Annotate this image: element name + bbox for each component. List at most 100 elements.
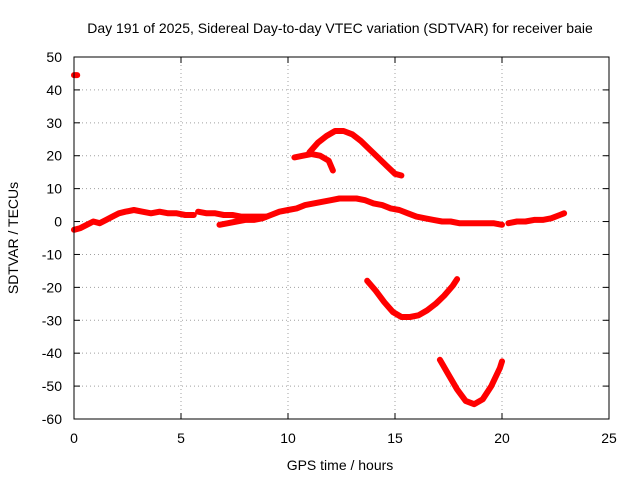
data-point — [345, 196, 351, 201]
data-point — [97, 220, 103, 226]
data-point — [488, 383, 494, 389]
data-point — [446, 372, 451, 378]
data-point — [383, 163, 389, 169]
data-point — [326, 158, 332, 164]
data-point — [362, 197, 368, 203]
data-point — [349, 131, 355, 137]
data-point — [398, 173, 404, 178]
data-point — [437, 357, 443, 363]
data-point — [77, 225, 83, 231]
data-point — [450, 283, 456, 289]
data-point — [448, 219, 454, 224]
data-point — [540, 217, 546, 223]
data-point — [396, 207, 402, 213]
data-point — [379, 202, 385, 208]
data-point — [424, 307, 430, 313]
data-point — [433, 301, 439, 307]
data-point — [388, 205, 394, 211]
data-point — [407, 314, 413, 320]
data-point — [234, 219, 240, 224]
data-point — [471, 401, 477, 407]
x-tick-label: 15 — [387, 430, 403, 446]
data-point — [422, 215, 428, 221]
data-point — [221, 212, 227, 218]
data-point — [291, 154, 297, 160]
series-arc-lower-u — [364, 276, 461, 320]
chart-title: Day 191 of 2025, Sidereal Day-to-day VTE… — [87, 20, 593, 36]
y-tick-label: 10 — [46, 181, 62, 197]
data-point — [456, 220, 462, 226]
data-point — [229, 212, 235, 218]
data-point — [157, 209, 163, 215]
x-axis-label: GPS time / hours — [287, 457, 394, 473]
data-point — [328, 197, 334, 203]
y-axis-label: SDTVAR / TECUs — [5, 182, 21, 294]
y-tick-label: 40 — [46, 82, 62, 98]
y-tick-label: -30 — [42, 312, 62, 328]
y-tick-label: -10 — [42, 246, 62, 262]
data-point — [381, 299, 387, 305]
data-point — [523, 219, 528, 224]
data-point — [416, 312, 421, 318]
x-tick-label: 10 — [280, 430, 296, 446]
x-tick-labels: 0 5 10 15 20 25 — [70, 430, 617, 446]
data-point — [276, 209, 282, 215]
data-point — [548, 215, 554, 221]
data-point — [390, 309, 396, 315]
data-point — [413, 214, 419, 220]
x-tick-label: 25 — [601, 430, 617, 446]
data-point — [182, 212, 188, 218]
grid-lines — [74, 57, 609, 419]
data-point — [490, 220, 496, 226]
data-point — [204, 210, 210, 216]
data-point — [165, 210, 171, 216]
y-tick-label: 50 — [46, 49, 62, 65]
data-point — [454, 276, 460, 282]
data-point — [90, 219, 96, 224]
plot-frame — [73, 56, 610, 420]
x-tick-label: 5 — [177, 430, 185, 446]
data-point — [74, 72, 80, 78]
data-point — [505, 220, 511, 226]
data-point — [341, 128, 347, 134]
data-point — [251, 217, 257, 223]
y-tick-labels: -60 -50 -40 -30 -20 -10 0 10 20 30 40 50 — [42, 49, 62, 427]
data-point — [285, 207, 291, 213]
data-point — [561, 210, 567, 216]
data-point — [103, 217, 109, 223]
data-point — [358, 138, 364, 144]
data-point — [110, 214, 115, 220]
series-arc-main-mid-b — [216, 195, 505, 228]
y-tick-label: 0 — [54, 214, 62, 230]
data-point — [373, 288, 379, 294]
data-point — [84, 222, 90, 228]
data-point — [212, 210, 218, 216]
data-point — [454, 386, 460, 392]
data-point — [311, 200, 317, 206]
data-point — [324, 133, 329, 139]
data-point — [242, 217, 248, 223]
data-point — [364, 278, 370, 284]
series-arc-lower-v — [436, 356, 505, 408]
data-point — [371, 200, 377, 206]
data-point — [480, 396, 486, 402]
data-point — [441, 293, 447, 299]
data-point — [174, 210, 180, 216]
data-point — [259, 215, 265, 221]
y-tick-label: -40 — [42, 345, 62, 361]
data-point — [497, 365, 503, 371]
data-point — [499, 222, 505, 228]
data-point — [302, 202, 308, 208]
data-point — [431, 217, 436, 223]
data-point — [315, 140, 321, 146]
data-point — [268, 212, 274, 218]
series-arc-upper-large — [306, 128, 405, 179]
data-point — [217, 222, 222, 228]
data-point — [122, 209, 128, 215]
data-point — [499, 358, 505, 364]
data-point — [354, 196, 359, 201]
data-point — [319, 199, 325, 205]
data-point — [332, 128, 338, 134]
axis-ticks — [73, 56, 610, 420]
